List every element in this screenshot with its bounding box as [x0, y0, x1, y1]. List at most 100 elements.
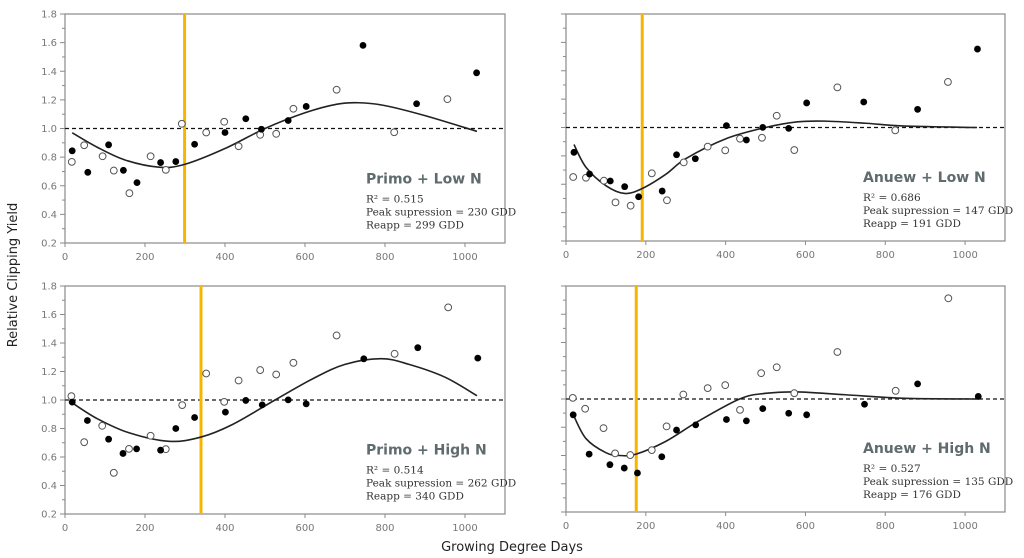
- data-point-filled: [692, 421, 700, 429]
- data-point-filled: [914, 380, 921, 388]
- data-point-open: [736, 405, 744, 414]
- data-point-filled: [258, 401, 266, 409]
- data-point-open: [736, 134, 744, 143]
- y-tick-label: 1.0: [41, 124, 57, 135]
- data-point-filled: [803, 411, 811, 419]
- data-point-open: [125, 444, 133, 453]
- data-point-open: [721, 381, 730, 390]
- data-point-filled: [658, 453, 666, 461]
- panel-stat: R² = 0.686: [863, 192, 921, 204]
- data-point-open: [891, 126, 900, 135]
- x-tick-label: 200: [135, 523, 154, 534]
- x-axis-label: Growing Degree Days: [441, 540, 583, 555]
- data-point-open: [332, 331, 341, 340]
- data-point-filled: [221, 129, 229, 136]
- x-tick-label: 800: [375, 252, 394, 263]
- data-point-filled: [585, 450, 593, 458]
- data-point-filled: [191, 140, 199, 148]
- panel-stat: Peak supression = 230 GDD: [366, 206, 516, 218]
- data-point-open: [662, 422, 671, 431]
- x-tick-label: 400: [716, 250, 735, 261]
- data-point-filled: [120, 166, 127, 174]
- data-point-filled: [974, 45, 981, 53]
- data-point-open: [220, 117, 229, 126]
- data-point-open: [234, 142, 243, 151]
- data-point-filled: [284, 396, 292, 404]
- data-point-open: [703, 384, 712, 393]
- data-point-filled: [473, 69, 480, 77]
- data-point-open: [626, 451, 635, 459]
- data-point-open: [679, 158, 688, 167]
- data-point-open: [647, 446, 656, 455]
- data-point-open: [80, 438, 89, 447]
- data-point-open: [721, 146, 730, 155]
- data-point-open: [289, 104, 298, 113]
- data-point-open: [98, 421, 107, 430]
- data-point-open: [256, 366, 265, 374]
- data-point-filled: [569, 411, 577, 419]
- x-tick-label: 600: [796, 521, 815, 532]
- data-point-filled: [914, 105, 921, 113]
- data-point-filled: [359, 41, 367, 49]
- panel-1: 0.2 0.4 0.6 0.8 1.0 1.2 1.4 1.6 1.8 0 200 400 600 800…: [41, 10, 516, 264]
- panel-stat: Peak supression = 147 GDD: [863, 205, 1013, 217]
- data-point-open: [790, 146, 799, 154]
- data-point-open: [568, 393, 577, 402]
- data-point-filled: [586, 170, 593, 178]
- data-point-open: [443, 95, 452, 104]
- data-point-filled: [68, 398, 76, 406]
- y-tick-label: 1.8: [41, 10, 57, 21]
- x-tick-label: 1000: [952, 521, 977, 532]
- data-point-open: [833, 83, 842, 92]
- panel-title: Primo + Low N: [366, 171, 482, 187]
- data-point-filled: [673, 151, 680, 159]
- x-tick-label: 800: [876, 250, 895, 261]
- data-point-open: [109, 468, 118, 477]
- data-point-open: [272, 370, 281, 379]
- x-tick-label: 800: [375, 523, 394, 534]
- panel-4: 0 200 400 600 800 1000 Anuew + High N R² = 0.52…: [561, 285, 1013, 532]
- data-point-filled: [242, 397, 250, 404]
- data-point-filled: [133, 445, 141, 453]
- data-point-filled: [974, 393, 982, 400]
- data-point-filled: [414, 344, 422, 352]
- data-point-open: [390, 349, 399, 358]
- data-point-filled: [105, 435, 112, 443]
- data-point-open: [256, 130, 265, 139]
- data-point-filled: [258, 125, 265, 133]
- x-tick-label: 400: [215, 252, 234, 263]
- data-point-open: [202, 369, 211, 378]
- y-tick-label: 0.8: [41, 153, 57, 164]
- panel-stat: Reapp = 340 GDD: [366, 491, 464, 503]
- data-point-open: [569, 173, 578, 181]
- data-point-filled: [634, 469, 641, 477]
- y-tick-label: 1.2: [41, 367, 57, 378]
- y-tick-label: 0.4: [41, 210, 57, 221]
- x-tick-label: 400: [716, 521, 735, 532]
- data-point-filled: [785, 409, 793, 417]
- x-tick-label: 800: [876, 521, 895, 532]
- panel-title: Anuew + Low N: [863, 170, 986, 186]
- panel-stat: Reapp = 191 GDD: [863, 218, 961, 230]
- data-point-open: [161, 165, 170, 174]
- data-point-filled: [606, 177, 614, 185]
- x-tick-label: 1000: [952, 250, 977, 261]
- data-point-open: [790, 389, 799, 398]
- x-tick-label: 200: [135, 252, 154, 263]
- data-point-filled: [606, 461, 614, 469]
- panel-3: 0.2 0.4 0.6 0.8 1.0 1.2 1.4 1.6 1.8 0 200 400 600 800…: [41, 282, 516, 535]
- y-tick-label: 1.8: [41, 282, 57, 293]
- data-point-filled: [742, 417, 750, 425]
- y-tick-label: 1.0: [41, 396, 57, 407]
- data-point-filled: [84, 417, 91, 424]
- y-tick-label: 0.2: [41, 510, 57, 521]
- data-point-filled: [284, 117, 292, 124]
- panel-title: Primo + High N: [366, 443, 487, 459]
- data-point-open: [581, 404, 590, 413]
- data-point-open: [80, 141, 89, 150]
- data-point-open: [611, 449, 619, 458]
- data-point-filled: [635, 193, 643, 201]
- data-point-open: [944, 294, 953, 303]
- data-point-open: [234, 376, 243, 385]
